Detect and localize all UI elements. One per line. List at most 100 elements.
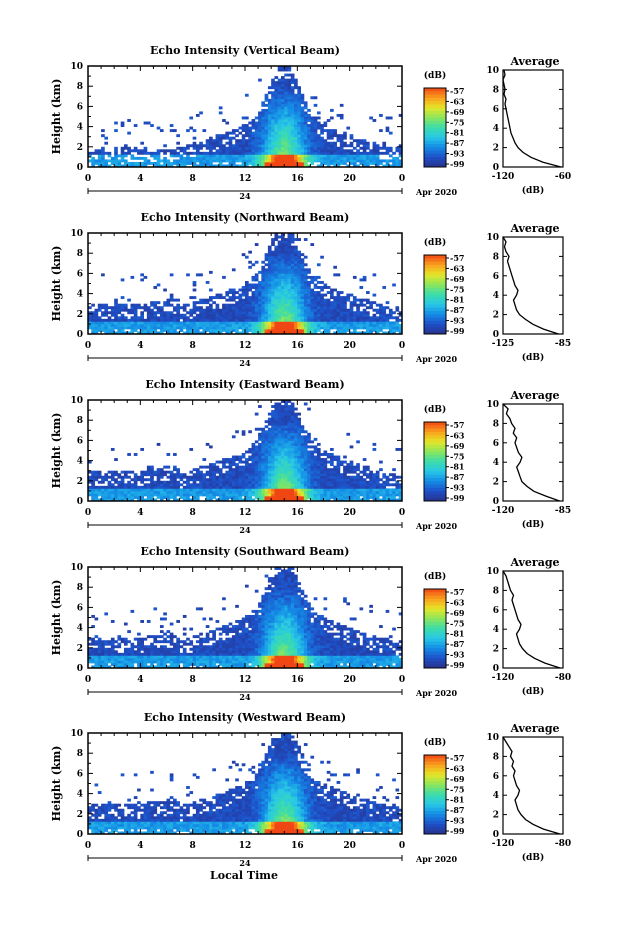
heatmap-cell <box>316 280 321 284</box>
heatmap-cell <box>274 455 279 459</box>
heatmap-cell <box>225 141 230 145</box>
heatmap-cell <box>297 447 301 451</box>
heatmap-cell <box>179 156 184 160</box>
heatmap-cell <box>140 306 144 310</box>
heatmap-cell <box>271 288 275 292</box>
heatmap-cell <box>274 435 279 439</box>
heatmap-cell <box>280 164 285 168</box>
heatmap-cell <box>212 144 216 148</box>
heatmap-cell <box>271 490 275 494</box>
heatmap-cell <box>284 273 288 277</box>
heatmap-cell <box>123 159 128 163</box>
heatmap-cell <box>114 326 118 330</box>
heatmap-cell <box>379 498 383 502</box>
heatmap-cell <box>150 473 154 477</box>
heatmap-cell <box>209 478 213 482</box>
heatmap-cell <box>349 475 354 479</box>
heatmap-cell <box>97 470 102 474</box>
heatmap-cell <box>251 293 256 297</box>
heatmap-cell <box>179 475 184 479</box>
heatmap-cell <box>287 286 292 289</box>
heatmap-cell <box>284 283 288 287</box>
heatmap-cell <box>346 293 351 297</box>
heatmap-cell <box>330 108 334 112</box>
heatmap-cell <box>140 331 144 335</box>
heatmap-cell <box>163 288 167 292</box>
heatmap-cell <box>251 124 256 127</box>
heatmap-cell <box>290 253 295 257</box>
heatmap-cell <box>267 495 272 499</box>
heatmap-cell <box>323 293 328 297</box>
heatmap-cell <box>395 161 400 165</box>
heatmap-cell <box>375 478 380 482</box>
heatmap-cell <box>313 103 318 107</box>
heatmap-cell <box>323 453 328 456</box>
average-x-tick-label: -85 <box>555 506 571 516</box>
heatmap-cell <box>310 121 315 125</box>
heatmap-cell <box>307 108 311 112</box>
x-tick-label: 0 <box>399 341 405 351</box>
heatmap-cell <box>388 326 393 330</box>
heatmap-cell <box>274 139 279 143</box>
heatmap-cell <box>271 273 275 277</box>
heatmap-cell <box>222 296 226 300</box>
heatmap-cell <box>173 465 177 469</box>
heatmap-cell <box>123 161 128 165</box>
heatmap-cell <box>254 134 259 138</box>
heatmap-cell <box>205 139 210 143</box>
heatmap-cell <box>320 154 324 158</box>
heatmap-cell <box>287 291 292 294</box>
heatmap-cell <box>375 331 380 335</box>
heatmap-cell <box>228 139 233 143</box>
heatmap-cell <box>199 473 203 477</box>
heatmap-cell <box>133 483 138 487</box>
heatmap-cell <box>114 311 118 315</box>
heatmap-cell <box>182 498 187 502</box>
heatmap-cell <box>218 323 223 327</box>
heatmap-cell <box>114 645 118 649</box>
heatmap-cell <box>202 473 207 477</box>
heatmap-cell <box>316 286 321 289</box>
heatmap-cell <box>209 328 213 332</box>
heatmap-cell <box>199 161 203 165</box>
average-title: Average <box>509 55 559 68</box>
heatmap-cell <box>277 326 282 330</box>
heatmap-cell <box>300 98 305 102</box>
heatmap-cell <box>297 270 301 274</box>
heatmap-cell <box>274 141 279 145</box>
heatmap-cell <box>166 318 171 322</box>
heatmap-cell <box>330 296 334 300</box>
heatmap-cell <box>146 485 151 489</box>
heatmap-cell <box>166 303 171 307</box>
heatmap-cell <box>241 321 246 325</box>
heatmap-cell <box>320 313 324 317</box>
heatmap-cell <box>241 465 246 469</box>
heatmap-cell <box>271 488 275 492</box>
heatmap-cell <box>101 149 105 153</box>
heatmap-cell <box>245 126 249 130</box>
heatmap-cell <box>267 280 272 284</box>
heatmap-cell <box>195 328 200 332</box>
heatmap-cell <box>254 440 259 444</box>
heatmap-cell <box>303 159 308 163</box>
heatmap-cell <box>310 301 315 305</box>
heatmap-cell <box>326 141 331 145</box>
heatmap-cell <box>130 156 135 160</box>
heatmap-cell <box>228 149 233 153</box>
heatmap-cell <box>110 470 115 474</box>
heatmap-cell <box>114 640 118 644</box>
heatmap-cell <box>362 488 367 492</box>
heatmap-cell <box>333 465 337 469</box>
heatmap-cell <box>297 303 301 307</box>
heatmap-cell <box>398 326 403 330</box>
heatmap-cell <box>97 151 102 155</box>
heatmap-cell <box>261 159 266 163</box>
heatmap-cell <box>320 458 324 461</box>
heatmap-cell <box>245 139 249 143</box>
heatmap-cell <box>310 161 315 165</box>
heatmap-cell <box>137 318 141 322</box>
heatmap-cell <box>143 498 148 502</box>
heatmap-cell <box>313 141 318 145</box>
heatmap-cell <box>346 470 351 474</box>
heatmap-cell <box>251 303 256 307</box>
